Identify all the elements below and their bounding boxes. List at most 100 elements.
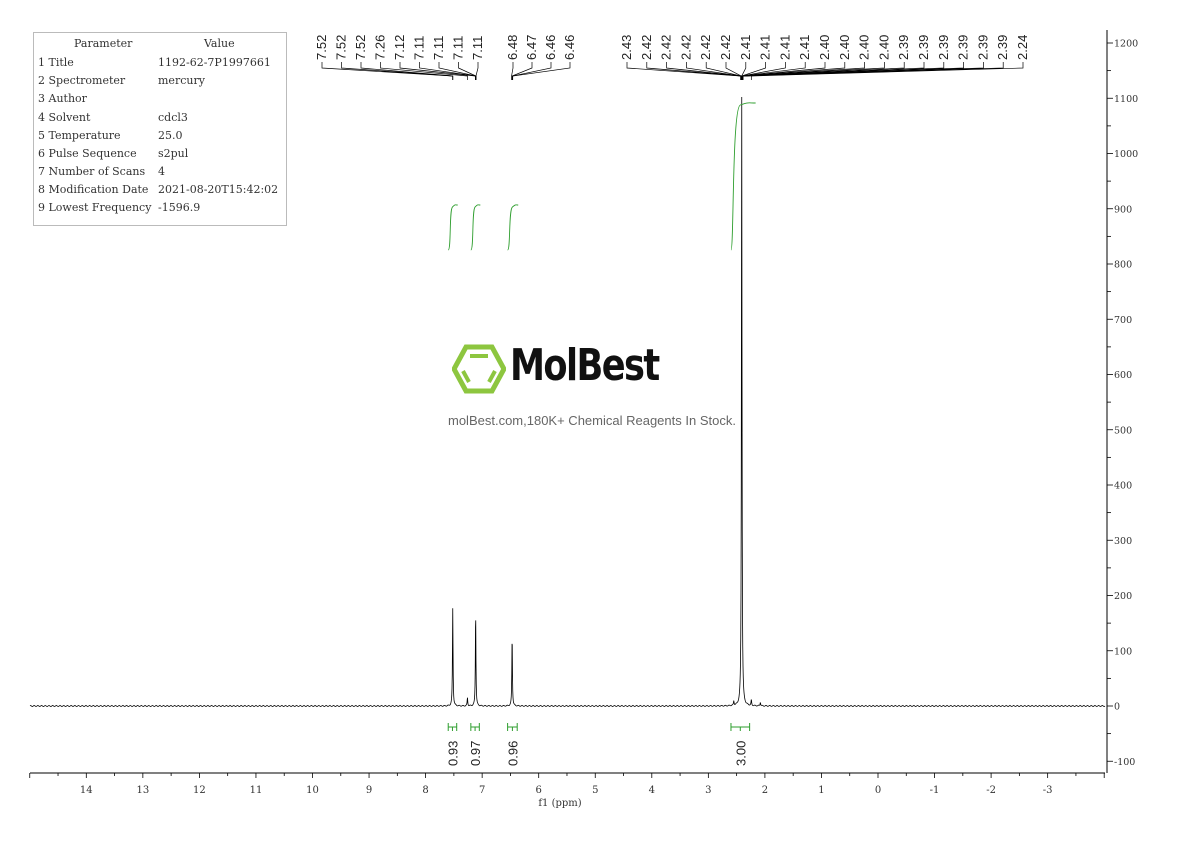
integral-value: 3.00 <box>733 741 748 766</box>
param-name: 7 Number of Scans <box>38 165 146 178</box>
peak-label-leader <box>742 62 1004 80</box>
param-value: 1192-62-7P1997661 <box>158 56 271 69</box>
param-name: 1 Title <box>38 56 74 69</box>
molbest-logo-icon <box>452 344 506 394</box>
peak-label: 7.11 <box>412 36 427 60</box>
x-tick-label: 8 <box>422 785 428 796</box>
peak-label: 7.26 <box>373 35 388 60</box>
param-value: 2021-08-20T15:42:02 <box>158 183 279 196</box>
peak-label: 2.39 <box>916 35 931 60</box>
integral-curve <box>470 204 481 251</box>
x-tick-label: 10 <box>306 785 319 796</box>
peak-label: 2.42 <box>659 35 674 60</box>
peak-label: 2.39 <box>995 35 1010 60</box>
peak-label: 2.24 <box>1015 35 1030 60</box>
peak-label-leader <box>511 62 533 80</box>
watermark-tagline: molBest.com,180K+ Chemical Reagents In S… <box>448 413 736 428</box>
x-tick-label: 11 <box>250 785 263 796</box>
integral-value: 0.93 <box>445 741 460 766</box>
peak-label: 6.46 <box>543 35 558 60</box>
integral-curve <box>730 102 756 251</box>
peak-label-leader <box>666 62 742 80</box>
peak-label: 2.43 <box>619 35 634 60</box>
peak-label-leader <box>750 62 1024 80</box>
peak-label-leader <box>705 62 742 80</box>
y-tick-label: -100 <box>1114 757 1135 768</box>
x-axis-label: f1 (ppm) <box>538 798 581 809</box>
peak-label: 2.41 <box>797 35 812 60</box>
x-tick-label: 9 <box>366 785 372 796</box>
integral-bar <box>470 723 480 731</box>
peak-label: 2.41 <box>738 35 753 60</box>
integral-bar <box>447 723 458 731</box>
param-header-parameter: Parameter <box>74 37 133 50</box>
x-tick-label: 2 <box>762 785 768 796</box>
peak-label: 2.41 <box>758 35 773 60</box>
peak-label-leader <box>438 62 477 80</box>
y-tick-label: 0 <box>1114 702 1120 713</box>
peak-label: 2.39 <box>975 35 990 60</box>
peak-label: 2.40 <box>817 35 832 60</box>
x-tick-label: 0 <box>875 785 881 796</box>
y-tick-label: 200 <box>1114 591 1132 602</box>
peak-label: 6.46 <box>562 35 577 60</box>
x-tick-label: 6 <box>536 785 542 796</box>
param-value: 4 <box>158 165 165 178</box>
integral-bar <box>507 723 518 731</box>
x-tick-label: 14 <box>80 785 93 796</box>
param-value: s2pul <box>158 147 189 160</box>
peak-label: 2.41 <box>777 35 792 60</box>
integral-curve <box>507 204 519 251</box>
param-value: -1596.9 <box>158 201 201 214</box>
peak-label-leader <box>626 62 741 80</box>
peak-label-leader <box>475 62 479 80</box>
x-tick-label: 12 <box>193 785 206 796</box>
peak-label-leader <box>725 62 742 80</box>
y-tick-label: 300 <box>1114 536 1132 547</box>
x-tick-label: 5 <box>592 785 598 796</box>
peak-label-leader <box>512 62 571 80</box>
integral-value: 0.96 <box>505 741 520 766</box>
integral-bar <box>730 723 751 731</box>
param-name: 4 Solvent <box>38 111 91 124</box>
y-tick-label: 100 <box>1114 646 1132 657</box>
peak-label: 2.42 <box>678 35 693 60</box>
peak-label: 7.52 <box>353 35 368 60</box>
param-value: cdcl3 <box>158 111 188 124</box>
param-value: mercury <box>158 74 205 87</box>
param-value: 25.0 <box>158 129 183 142</box>
y-tick-label: 500 <box>1114 425 1132 436</box>
y-tick-label: 900 <box>1114 204 1132 215</box>
peak-label: 6.47 <box>524 35 539 60</box>
y-tick-label: 600 <box>1114 370 1132 381</box>
peak-label: 7.11 <box>431 36 446 60</box>
peak-label: 2.42 <box>639 35 654 60</box>
peak-label: 2.40 <box>857 35 872 60</box>
integral-value: 0.97 <box>468 741 483 766</box>
peak-label-leader <box>399 62 476 80</box>
spectrum-line <box>29 97 1106 707</box>
peak-label: 2.40 <box>837 35 852 60</box>
param-name: 5 Temperature <box>38 129 121 142</box>
watermark-logo-text: MolBest <box>510 340 660 391</box>
y-tick-label: 1100 <box>1114 94 1138 105</box>
x-tick-label: 3 <box>705 785 711 796</box>
peak-label: 7.11 <box>470 36 485 60</box>
x-tick-label: -3 <box>1043 785 1053 796</box>
y-tick-label: 1200 <box>1114 39 1138 50</box>
param-header-value: Value <box>204 37 235 50</box>
param-name: 3 Author <box>38 92 87 105</box>
x-tick-label: -2 <box>986 785 996 796</box>
param-name: 6 Pulse Sequence <box>38 147 137 160</box>
y-tick-label: 700 <box>1114 315 1132 326</box>
y-tick-label: 800 <box>1114 260 1132 271</box>
x-tick-label: -1 <box>930 785 940 796</box>
peak-label-leader <box>511 62 514 80</box>
integral-curve <box>447 204 458 251</box>
y-tick-label: 1000 <box>1114 149 1138 160</box>
param-name: 9 Lowest Frequency <box>38 201 152 214</box>
parameter-table: Parameter Value 1 Title 1192-62-7P1997661… <box>33 32 287 226</box>
y-tick-label: 400 <box>1114 481 1132 492</box>
